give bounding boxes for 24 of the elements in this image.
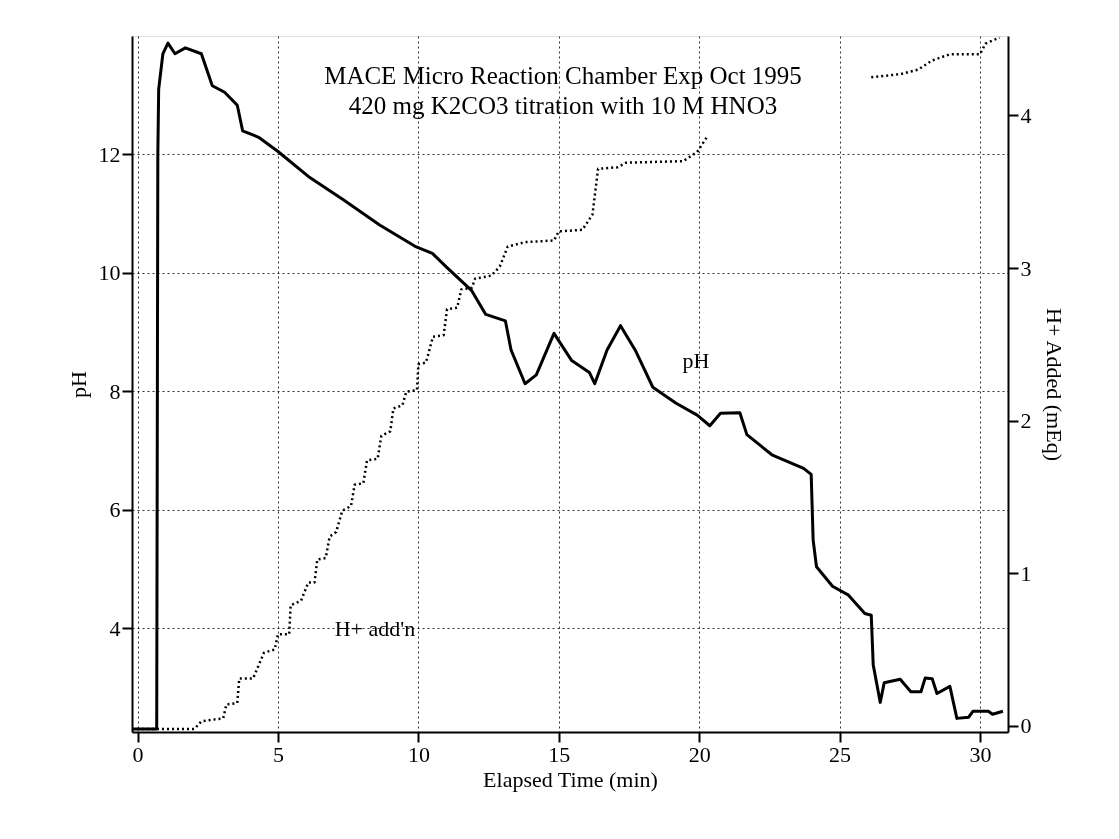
text: MACE Micro Reaction Chamber Exp Oct 1995 [324, 62, 802, 89]
y2-tick-label: 2 [1020, 408, 1032, 434]
x-tick-label: 20 [688, 741, 711, 767]
y2-tick-label: 4 [1020, 102, 1032, 128]
y-tick-label: 12 [98, 141, 121, 167]
y-axis-title: pH [65, 370, 91, 398]
y2-tick-label: 0 [1020, 713, 1032, 739]
y2-axis-title: H+ Added (mEq) [1041, 308, 1067, 461]
y2-tick-label: 3 [1020, 255, 1032, 281]
x-tick-label: 10 [407, 741, 430, 767]
x-tick-label: 25 [829, 741, 852, 767]
x-tick-label: 0 [132, 741, 144, 767]
x-tick-label: 5 [273, 741, 284, 767]
y-tick-label: 8 [109, 378, 121, 404]
x-tick-label: 15 [548, 741, 571, 767]
y2-tick-label: 1 [1020, 560, 1032, 586]
y-tick-label: 4 [109, 615, 121, 641]
y-tick-label: 10 [98, 260, 121, 286]
series-label: pH [682, 348, 710, 373]
x-tick-label: 30 [969, 741, 992, 767]
x-axis-title: Elapsed Time (min) [483, 766, 658, 792]
series-label: H+ add'n [334, 616, 416, 641]
y-tick-label: 6 [109, 497, 121, 523]
text: 420 mg K2CO3 titration with 10 M HNO3 [348, 92, 778, 119]
